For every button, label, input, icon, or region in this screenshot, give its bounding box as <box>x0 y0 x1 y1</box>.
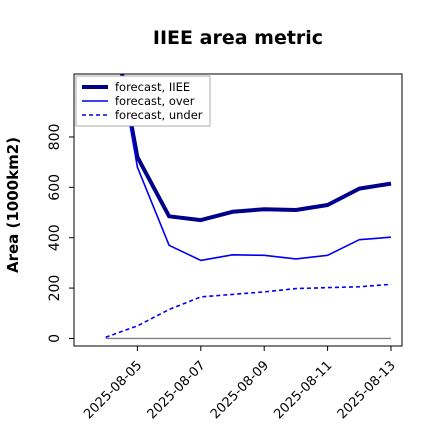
y-tick-label: 200 <box>47 275 63 302</box>
series-line-1 <box>120 74 392 262</box>
y-tick-label: 800 <box>47 124 63 151</box>
legend-entry-2: forecast, under <box>115 108 203 122</box>
chart-title: IIEE area metric <box>153 27 323 49</box>
x-tick-label: 2025-08-13 <box>335 358 399 422</box>
x-tick-label: 2025-08-09 <box>208 358 272 422</box>
y-tick-label: 0 <box>47 334 63 343</box>
y-axis-label: Area (1000km2) <box>4 137 22 273</box>
y-axis: 0 200 400 600 800 <box>47 124 74 343</box>
x-tick-label: 2025-08-05 <box>81 358 145 422</box>
series-line-2 <box>105 283 392 338</box>
series-layer <box>105 74 392 338</box>
legend-entry-0: forecast, IIEE <box>115 80 190 94</box>
plot-frame <box>73 73 403 347</box>
legend-entry-1: forecast, over <box>115 94 195 108</box>
y-tick-label: 600 <box>47 174 63 201</box>
x-axis: 2025-08-05 2025-08-07 2025-08-09 2025-08-11… <box>81 346 399 422</box>
x-tick-label: 2025-08-07 <box>145 358 209 422</box>
series-line-0 <box>119 74 392 223</box>
y-tick-label: 400 <box>47 224 63 251</box>
x-tick-label: 2025-08-11 <box>271 358 335 422</box>
